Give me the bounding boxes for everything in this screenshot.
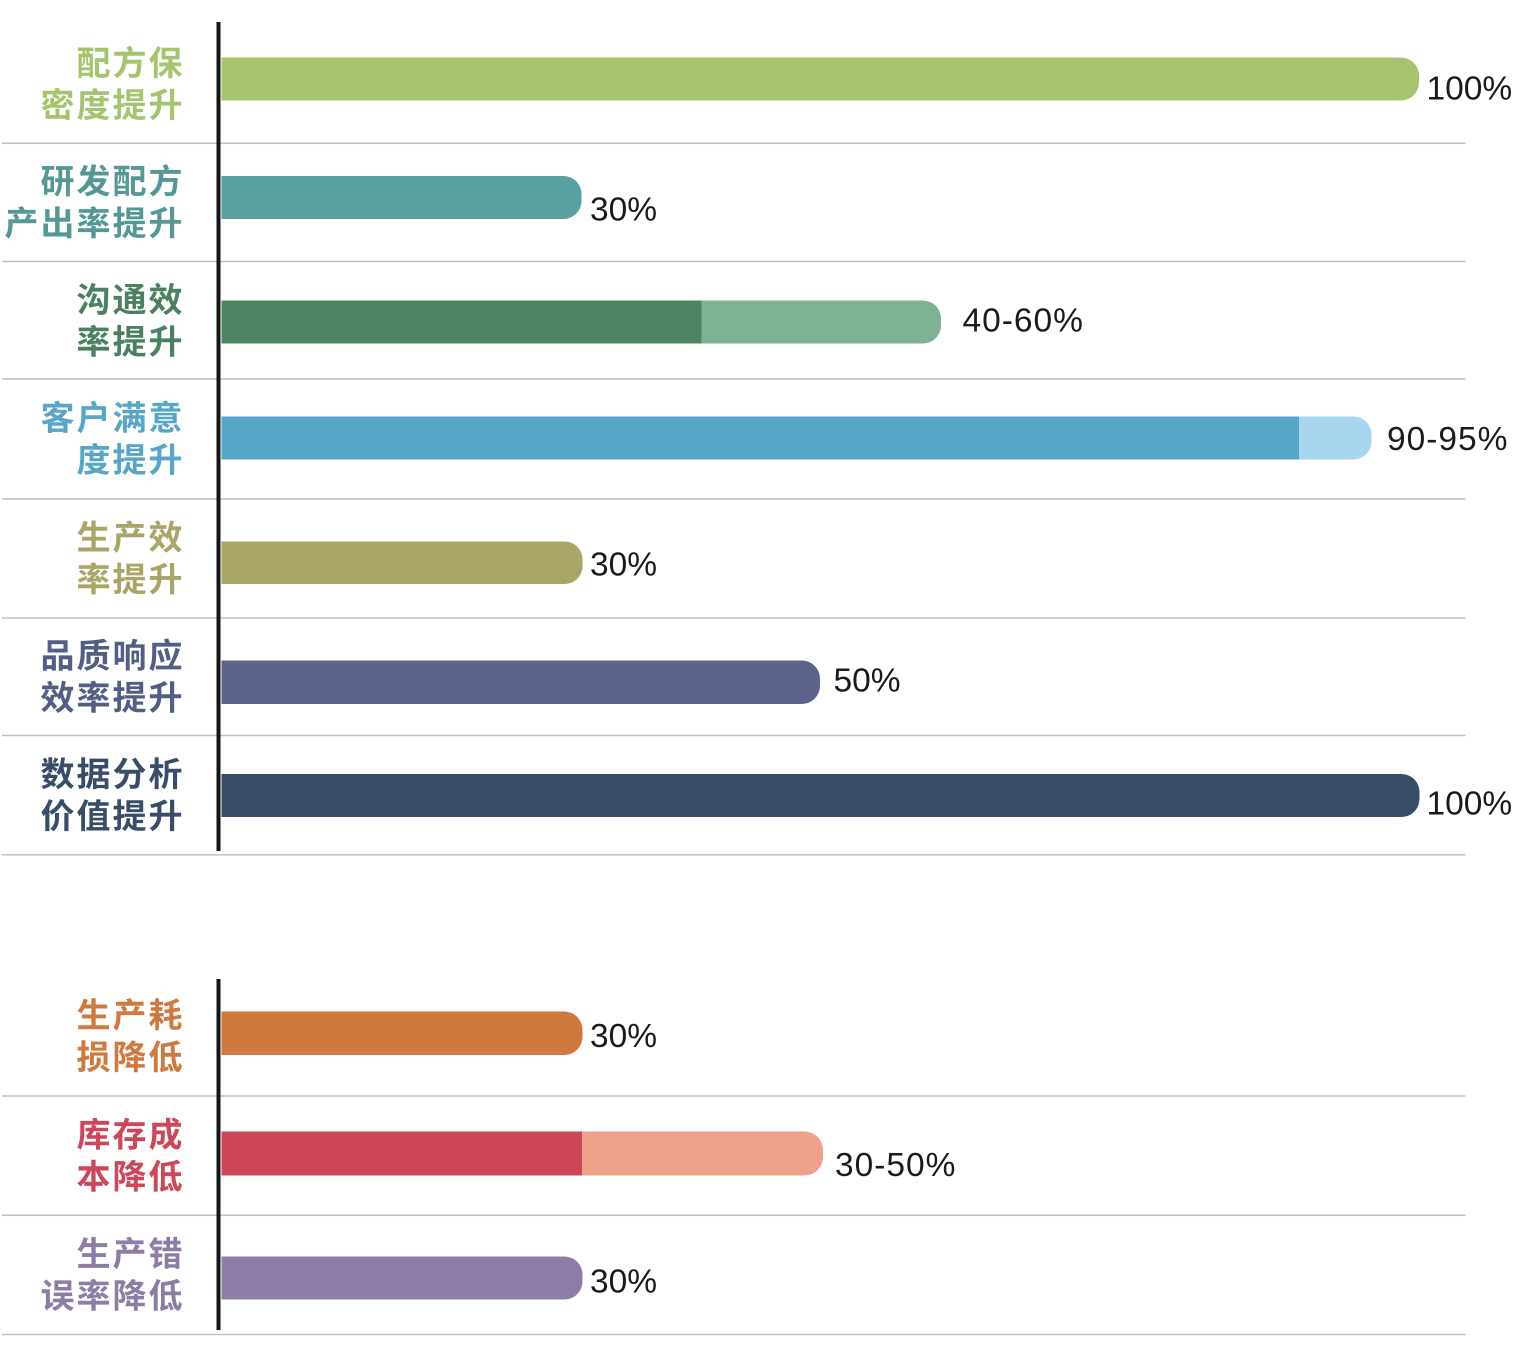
svg-text:30%: 30% — [590, 547, 657, 584]
svg-text:40-60%: 40-60% — [963, 303, 1084, 340]
svg-text:30-50%: 30-50% — [835, 1147, 956, 1184]
svg-text:30%: 30% — [590, 1018, 657, 1055]
svg-text:30%: 30% — [590, 1263, 657, 1300]
svg-text:30%: 30% — [590, 192, 657, 229]
svg-text:90-95%: 90-95% — [1387, 421, 1508, 458]
svg-text:100%: 100% — [1427, 786, 1513, 823]
svg-text:50%: 50% — [834, 662, 901, 699]
svg-text:100%: 100% — [1427, 71, 1513, 108]
